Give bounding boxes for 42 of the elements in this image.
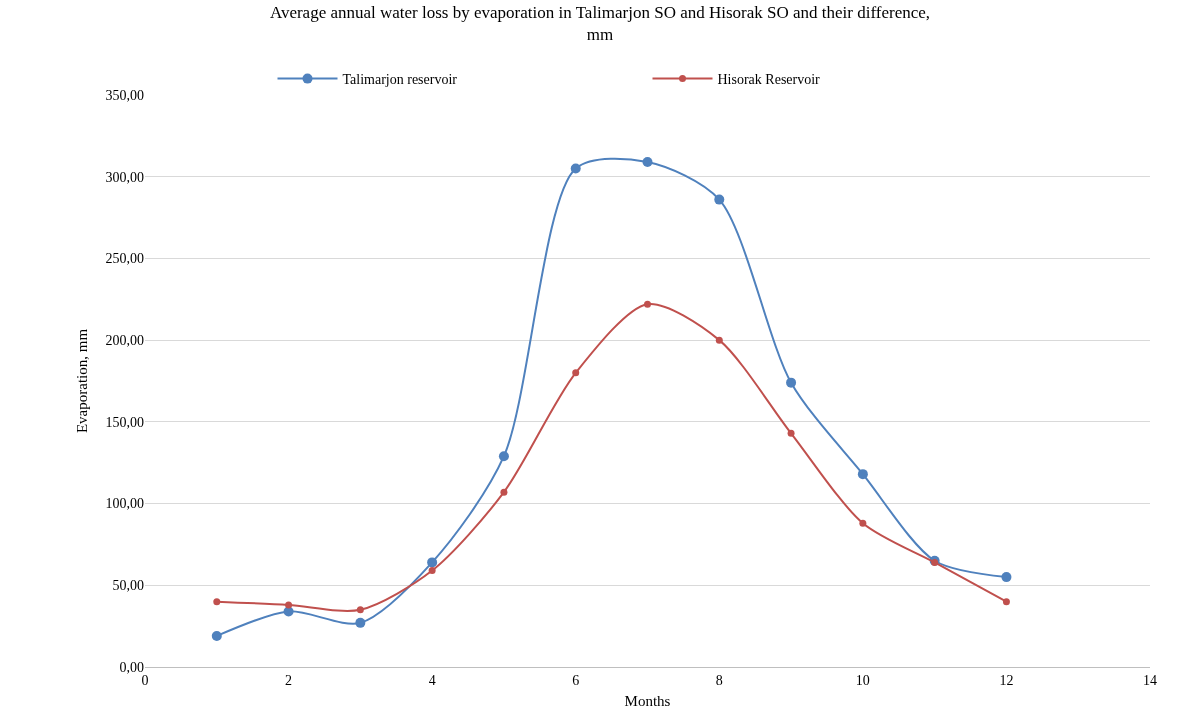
point [356, 606, 364, 614]
x-tick-label: 14 [1143, 672, 1157, 688]
y-tick-label: 150,00 [105, 414, 144, 430]
x-tick-label: 12 [999, 672, 1014, 688]
y-tick-label: 300,00 [105, 169, 144, 185]
point [642, 157, 653, 168]
point [715, 336, 723, 344]
point [355, 617, 366, 628]
x-tick-label: 10 [855, 672, 870, 688]
point [1002, 598, 1010, 606]
point [570, 163, 581, 174]
y-tick-label: 250,00 [105, 251, 144, 267]
y-tick-label: 50,00 [112, 578, 144, 594]
chart-title: Average annual water loss by evaporation in Talimarjon SO and Hisorak SO and their difference, mm [269, 3, 931, 45]
point [211, 630, 222, 641]
x-axis-title: Months [624, 692, 671, 709]
point [427, 557, 438, 568]
y-tick-label: 350,00 [105, 87, 144, 103]
point [1001, 572, 1012, 583]
point [498, 451, 509, 462]
y-tick-label: 100,00 [105, 496, 144, 512]
point [714, 194, 725, 205]
x-tick-label: 2 [285, 672, 293, 688]
x-tick-label: 4 [428, 672, 436, 688]
point [213, 598, 221, 606]
point [787, 429, 795, 437]
point [644, 300, 651, 308]
point [500, 488, 508, 496]
point [572, 369, 580, 377]
y-tick-label: 0,00 [119, 659, 144, 675]
point [428, 567, 436, 575]
point [859, 519, 867, 527]
point [786, 377, 797, 388]
y-axis-title: Evaporation, mm [73, 328, 90, 434]
point [285, 601, 293, 609]
y-tick-label: 200,00 [105, 333, 144, 349]
legend-label: Hisorak Reservoir [717, 72, 821, 88]
x-tick-label: 8 [715, 672, 723, 688]
x-tick-label: 0 [141, 672, 149, 688]
legend-label: Talimarjon reservoir [342, 72, 458, 88]
point [857, 469, 868, 480]
x-tick-label: 6 [572, 672, 580, 688]
